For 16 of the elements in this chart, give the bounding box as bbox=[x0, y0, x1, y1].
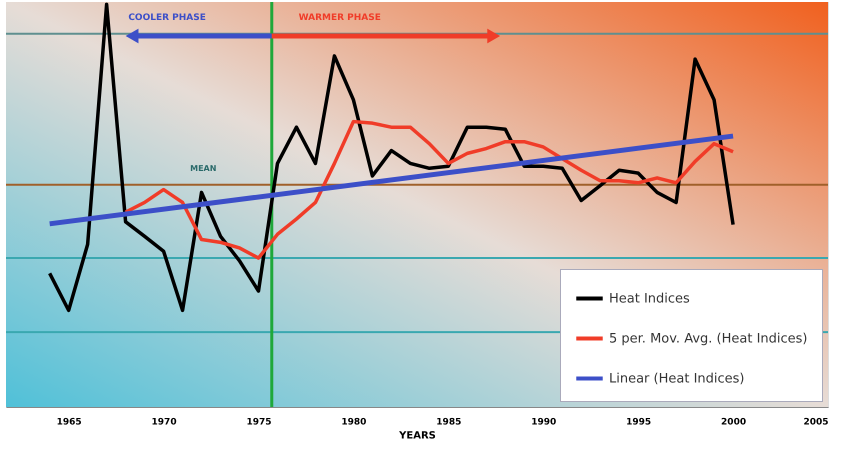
x-tick-label: 1985 bbox=[436, 418, 462, 428]
x-tick-label: 2000 bbox=[721, 418, 746, 428]
legend-label: 5 per. Mov. Avg. (Heat Indices) bbox=[609, 332, 808, 346]
ref-line-label: MEAN bbox=[190, 164, 216, 173]
x-tick-label: 1990 bbox=[531, 418, 556, 428]
legend-label: Linear (Heat Indices) bbox=[609, 372, 745, 386]
x-tick-label: 1995 bbox=[626, 418, 652, 428]
x-tick-label: 1980 bbox=[341, 418, 366, 428]
x-tick-label: 2005 bbox=[803, 418, 828, 428]
x-tick-label: 1975 bbox=[246, 418, 272, 428]
legend-label: Heat Indices bbox=[609, 292, 690, 306]
x-axis-title: YEARS bbox=[398, 430, 436, 442]
annotation: WARMER PHASE bbox=[298, 13, 381, 23]
annotation: COOLER PHASE bbox=[128, 13, 206, 23]
x-tick-label: 1970 bbox=[152, 418, 177, 428]
x-tick-label: 1965 bbox=[56, 418, 82, 428]
